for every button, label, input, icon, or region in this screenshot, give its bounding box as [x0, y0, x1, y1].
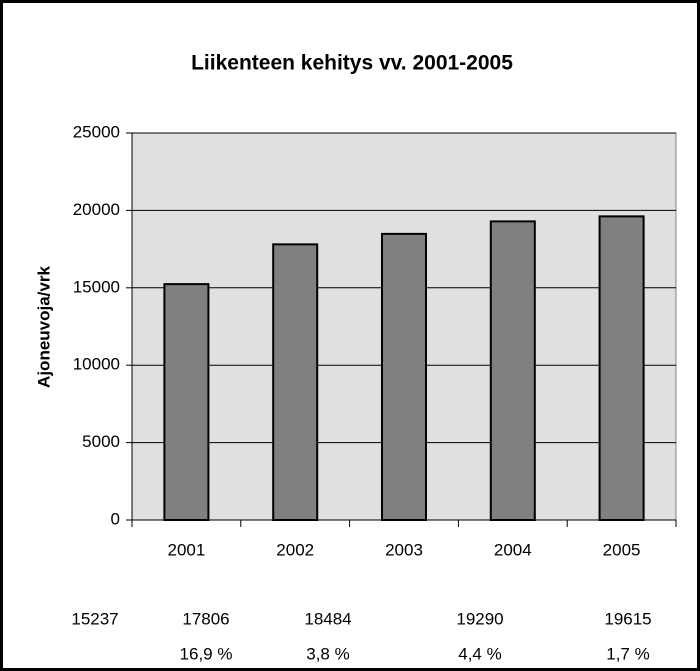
table-change: 1,7 % [606, 644, 649, 663]
table-change: 4,4 % [458, 644, 501, 663]
y-tick-label: 0 [111, 509, 120, 528]
y-tick-label: 25000 [73, 122, 120, 141]
y-tick-label: 5000 [82, 432, 120, 451]
table-change: 3,8 % [306, 644, 349, 663]
bar [381, 232, 427, 521]
x-tick-label: 2002 [276, 540, 314, 559]
bar [489, 220, 536, 521]
x-tick-label: 2005 [603, 540, 641, 559]
bar [163, 283, 210, 521]
table-value: 15237 [71, 609, 118, 628]
bar [272, 243, 319, 521]
x-tick-label: 2004 [494, 540, 532, 559]
y-tick-label: 15000 [73, 277, 120, 296]
table-value: 19290 [456, 609, 503, 628]
table-value: 17806 [182, 609, 229, 628]
table-value: 18484 [304, 609, 351, 628]
table-value: 19615 [604, 609, 651, 628]
x-tick-label: 2003 [385, 540, 423, 559]
table-change: 16,9 % [180, 644, 233, 663]
chart-title: Liikenteen kehitys vv. 2001-2005 [191, 52, 513, 75]
x-tick-label: 2001 [167, 540, 205, 559]
y-tick-label: 10000 [73, 355, 120, 374]
y-tick-label: 20000 [73, 200, 120, 219]
bar [598, 215, 645, 521]
y-axis-label: Ajoneuvoja/vrk [34, 266, 53, 388]
